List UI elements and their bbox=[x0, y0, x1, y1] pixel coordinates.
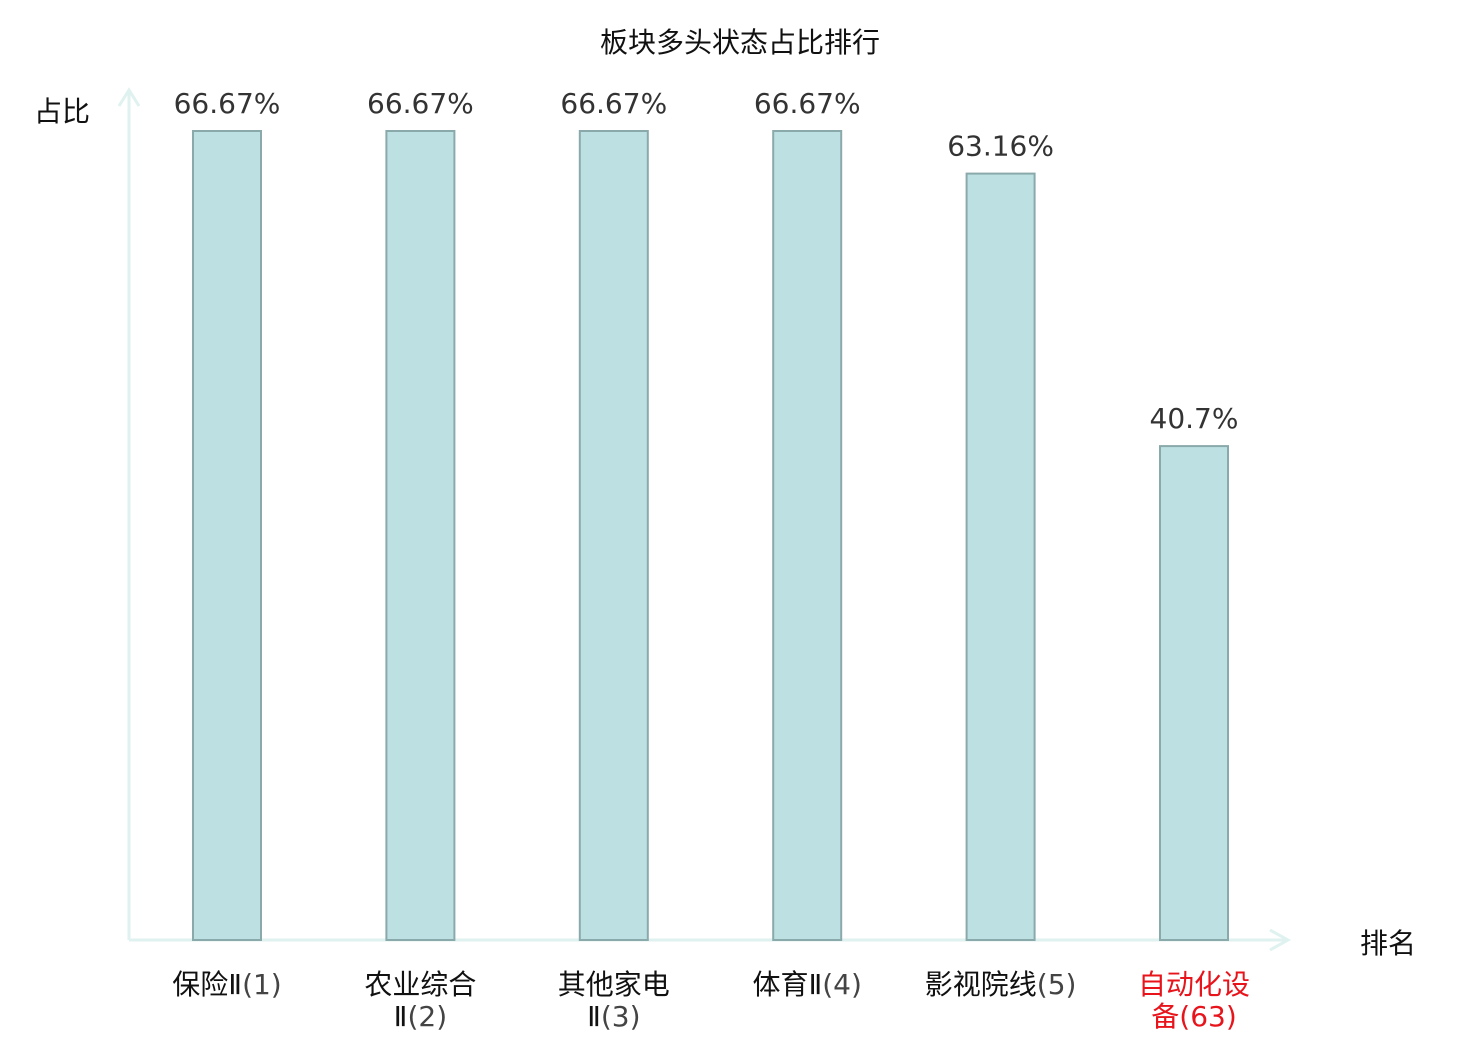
bar-5 bbox=[965, 172, 1036, 942]
category-label-1: 保险Ⅱ(1) bbox=[172, 968, 281, 1001]
svg-text:体育Ⅱ(4): 体育Ⅱ(4) bbox=[752, 968, 861, 1001]
y-axis-arrow bbox=[117, 87, 141, 107]
category-rank-3: (3) bbox=[601, 1000, 641, 1033]
value-label-4: 66.67% bbox=[754, 87, 861, 120]
svg-text:Ⅱ(2): Ⅱ(2) bbox=[394, 1000, 447, 1033]
value-label-6: 40.7% bbox=[1150, 402, 1239, 435]
svg-text:Ⅱ(3): Ⅱ(3) bbox=[587, 1000, 640, 1033]
y-axis-title: 占比 bbox=[34, 95, 90, 128]
category-name-line2-3: Ⅱ bbox=[587, 1000, 601, 1033]
bar-3 bbox=[578, 130, 649, 941]
svg-text:影视院线(5): 影视院线(5) bbox=[925, 968, 1077, 1001]
bar-4 bbox=[772, 130, 843, 941]
category-label-5: 影视院线(5) bbox=[925, 968, 1077, 1001]
category-name-5: 影视院线 bbox=[925, 968, 1037, 1001]
category-rank-2: (2) bbox=[407, 1000, 447, 1033]
category-name-line1-2: 农业综合 bbox=[364, 968, 476, 1001]
category-rank-5: (5) bbox=[1037, 968, 1077, 1001]
svg-text:保险Ⅱ(1): 保险Ⅱ(1) bbox=[172, 968, 281, 1001]
bar-1 bbox=[192, 130, 262, 941]
category-name-line2-2: Ⅱ bbox=[394, 1000, 408, 1033]
category-rank-6: (63) bbox=[1179, 1000, 1236, 1033]
axes bbox=[117, 87, 1292, 952]
x-axis-arrow bbox=[1269, 928, 1292, 952]
value-label-3: 66.67% bbox=[560, 87, 667, 120]
bars-group bbox=[192, 130, 1229, 942]
x-axis-title: 排名 bbox=[1360, 927, 1416, 960]
value-label-2: 66.67% bbox=[367, 87, 474, 120]
category-name-line1-3: 其他家电 bbox=[558, 968, 670, 1001]
category-name-line1-6: 自动化设 bbox=[1138, 968, 1250, 1001]
chart-title: 板块多头状态占比排行 bbox=[600, 26, 880, 59]
category-name-4: 体育Ⅱ bbox=[752, 968, 822, 1001]
category-rank-4: (4) bbox=[822, 968, 862, 1001]
value-label-1: 66.67% bbox=[174, 87, 281, 120]
category-label-4: 体育Ⅱ(4) bbox=[752, 968, 861, 1001]
category-rank-1: (1) bbox=[242, 968, 282, 1001]
bar-2 bbox=[385, 130, 456, 941]
category-name-1: 保险Ⅱ bbox=[172, 968, 242, 1001]
value-label-5: 63.16% bbox=[947, 130, 1054, 163]
svg-text:备(63): 备(63) bbox=[1151, 1000, 1237, 1033]
value-labels-group: 66.67% 66.67% 66.67% 66.67% 63.16% 40.7% bbox=[174, 87, 1239, 435]
bar-6 bbox=[1159, 445, 1229, 941]
category-name-line2-6: 备 bbox=[1151, 1000, 1179, 1033]
